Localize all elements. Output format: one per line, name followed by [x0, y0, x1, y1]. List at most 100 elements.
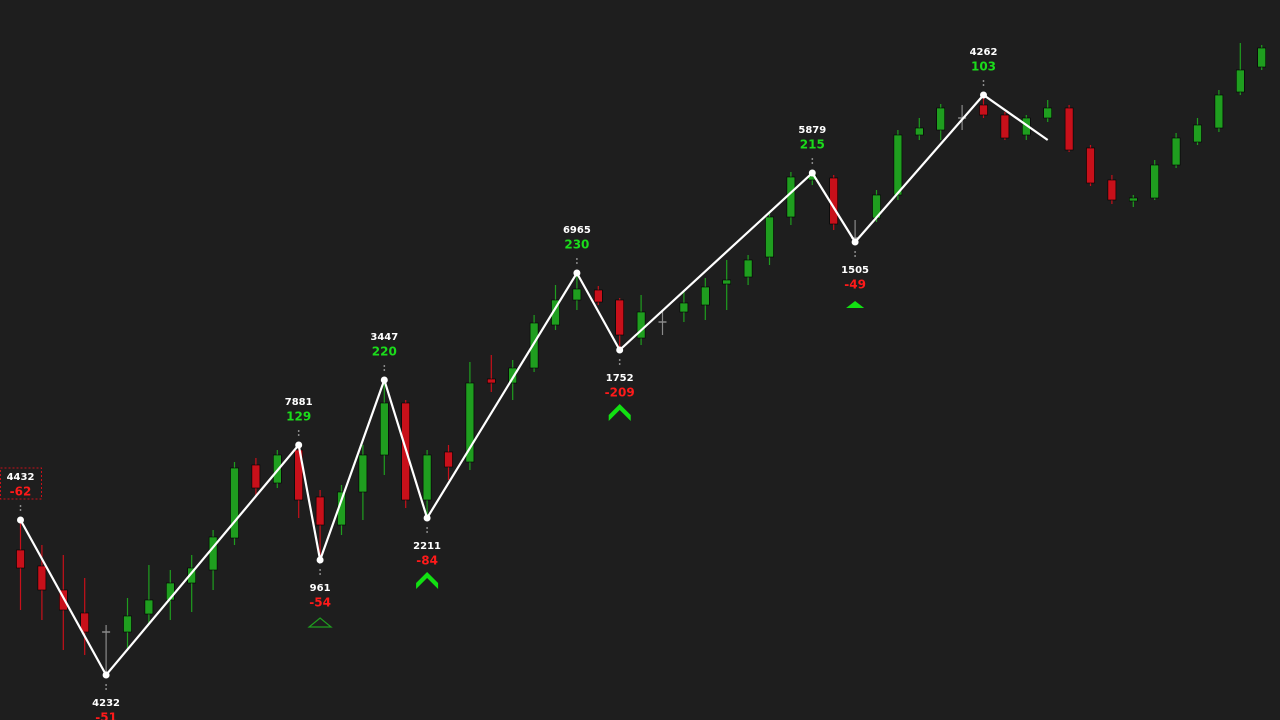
candle-body: [208, 536, 218, 571]
candle-body: [230, 467, 239, 539]
signal-marker: [307, 617, 333, 628]
candle-body: [58, 589, 68, 611]
delta-label: 220: [372, 345, 397, 359]
candle-body: [572, 288, 582, 301]
candle-body: [1064, 107, 1074, 151]
delta-label: -84: [416, 554, 438, 568]
candle-body: [1257, 47, 1266, 68]
pivot-dot: [618, 363, 621, 365]
candle-body: [444, 451, 453, 468]
candle-body: [1150, 164, 1159, 199]
volume-label: 4232: [92, 698, 120, 709]
label-box: [0, 467, 42, 500]
candle-body: [786, 176, 796, 218]
candle-body: [465, 382, 475, 463]
candle-body: [936, 107, 946, 131]
candle-body: [379, 402, 389, 456]
pivot-point: [616, 346, 624, 354]
candle-body: [636, 311, 646, 339]
candle-body: [529, 322, 539, 369]
volume-label: 5879: [798, 125, 826, 136]
volume-label: 4432: [7, 472, 35, 483]
candle-body: [422, 454, 432, 501]
pivot-dot: [982, 80, 985, 82]
volume-label: 1752: [606, 373, 634, 384]
candle-body: [315, 496, 325, 526]
candle-body: [743, 259, 753, 278]
pivot-point: [573, 269, 581, 277]
candle-body: [722, 279, 732, 285]
candle-body: [1236, 69, 1245, 93]
candle-body: [700, 286, 710, 306]
pivot-dot: [297, 434, 300, 436]
pivot-point: [17, 516, 24, 524]
pivot-dot: [383, 365, 386, 367]
pivot-dot: [811, 158, 814, 160]
candle-body: [1107, 179, 1117, 201]
candle-body: [1193, 124, 1202, 143]
candle-body: [893, 134, 903, 196]
candle-body: [1129, 197, 1138, 202]
candle-body: [765, 216, 774, 258]
delta-label: 215: [800, 138, 825, 152]
delta-label: 129: [286, 410, 311, 424]
signal-marker: [846, 301, 865, 308]
candle-body: [1086, 147, 1095, 184]
volume-label: 961: [310, 583, 331, 594]
pivot-dot: [19, 509, 22, 511]
delta-label: -49: [844, 278, 866, 292]
candle-body: [251, 464, 261, 489]
delta-label: -209: [605, 386, 635, 400]
volume-label: 4262: [970, 47, 998, 58]
pivot-point: [423, 514, 431, 522]
volume-label: 2211: [413, 541, 441, 552]
pivot-point: [380, 376, 388, 384]
candle-body: [593, 289, 603, 303]
volume-label: 6965: [563, 225, 591, 236]
candle-body: [80, 612, 89, 633]
signal-marker: [416, 572, 439, 589]
candle-body: [508, 367, 518, 384]
pivot-dot: [982, 84, 985, 86]
candle-body: [144, 599, 154, 615]
delta-label: -62: [10, 485, 32, 499]
candle-body: [1043, 107, 1052, 119]
pivot-dot: [576, 262, 578, 264]
pivot-dot: [319, 569, 321, 571]
candle-body: [37, 565, 47, 591]
pivot-point: [851, 238, 859, 246]
pivot-point: [102, 671, 110, 679]
candle-body: [16, 549, 25, 569]
volume-label: 7881: [285, 397, 313, 408]
pivot-dot: [297, 430, 300, 432]
candle-body: [1000, 114, 1010, 139]
candle-body: [1171, 137, 1181, 166]
pivot-point: [316, 556, 324, 564]
signal-marker: [608, 404, 631, 421]
candle-body: [679, 302, 689, 313]
volume-label: 3447: [370, 332, 398, 343]
candle-body: [979, 104, 988, 116]
delta-label: -54: [309, 596, 331, 610]
pivot-dot: [854, 251, 856, 253]
candle-body: [123, 615, 132, 633]
pivot-dot: [618, 359, 621, 361]
candle-body: [187, 567, 196, 584]
pivot-dot: [426, 531, 428, 533]
pivot-dot: [105, 688, 107, 690]
candle-body: [914, 127, 924, 136]
candle-body: [358, 454, 368, 493]
candle-body: [486, 378, 496, 384]
pivot-dot: [811, 162, 814, 164]
pivot-point: [808, 169, 816, 177]
pivot-dot: [105, 684, 107, 686]
pivot-dot: [19, 505, 22, 507]
pivot-dot: [319, 573, 321, 575]
pivot-point: [980, 91, 987, 99]
delta-label: 103: [971, 60, 996, 74]
zigzag-line: [19, 93, 1049, 677]
candle-body: [1214, 94, 1224, 129]
delta-label: -51: [95, 711, 117, 720]
